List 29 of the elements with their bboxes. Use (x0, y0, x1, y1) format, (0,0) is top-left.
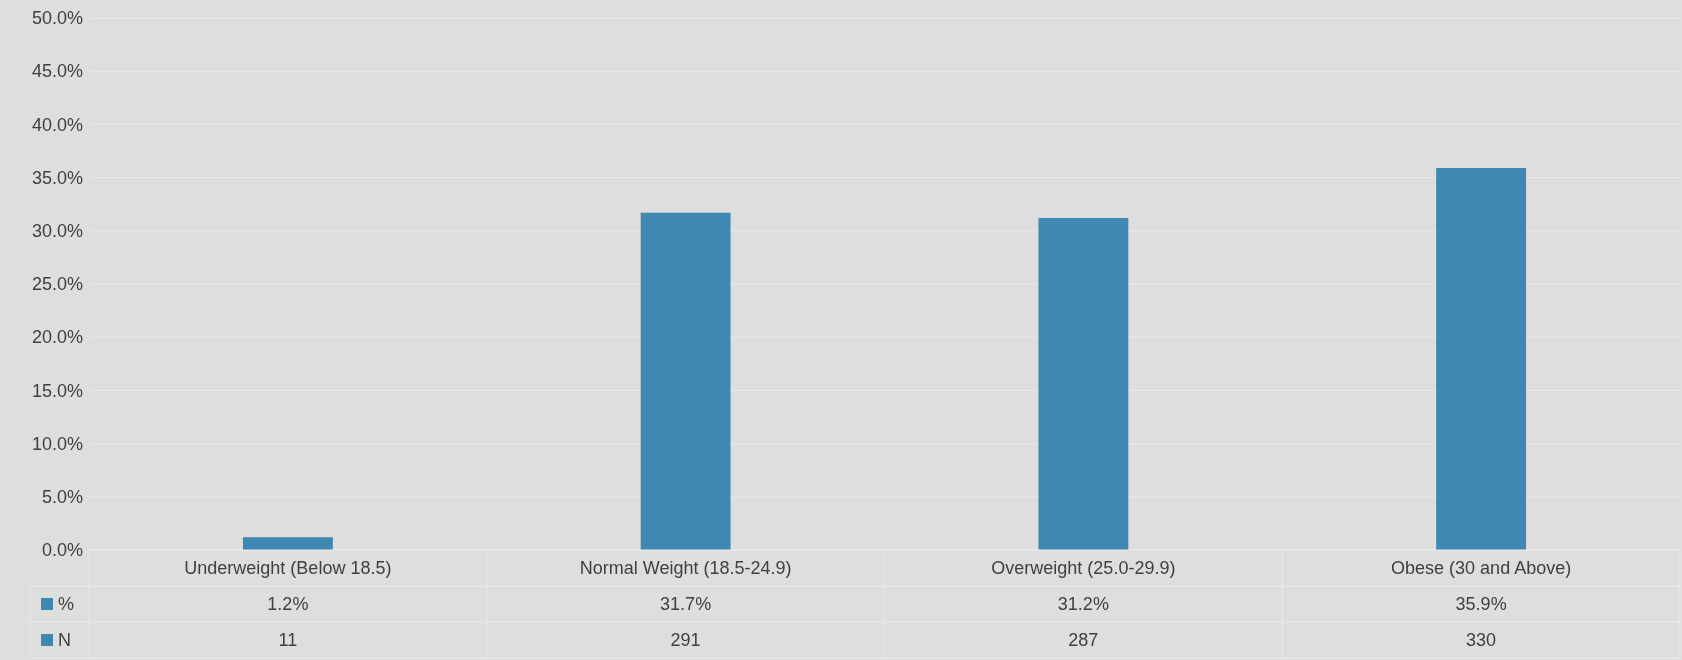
bar (242, 537, 333, 550)
y-tick-label: 0.0% (41, 540, 83, 561)
text: 11 (278, 630, 298, 650)
text: 287 (1068, 630, 1099, 650)
y-tick-label: 5.0% (41, 487, 83, 508)
y-tick-label: 25.0% (31, 274, 83, 295)
y-tick-label: 10.0% (31, 433, 83, 454)
y-tick-label: 35.0% (31, 167, 83, 188)
legend-label: N (58, 630, 71, 650)
x-tick-label: Obese (30 and Above) (1391, 558, 1572, 578)
y-tick-label: 50.0% (31, 8, 83, 29)
bar (1038, 218, 1129, 550)
data-label: 31.2% (1057, 594, 1109, 614)
x-tick-label: Overweight (25.0-29.9) (991, 558, 1176, 578)
y-tick-label: 20.0% (31, 327, 83, 348)
x-tick-label: Underweight (Below 18.5) (184, 558, 392, 578)
y-tick-label: 40.0% (31, 114, 83, 135)
y-tick-label: 15.0% (31, 380, 83, 401)
data-label: 1.2% (267, 594, 309, 614)
x-tick-label: Normal Weight (18.5-24.9) (579, 558, 792, 578)
data-label: 35.9% (1455, 594, 1507, 614)
text: 330 (1466, 630, 1497, 650)
y-tick-label: 30.0% (31, 221, 83, 242)
bar (1436, 168, 1527, 550)
text: 291 (670, 630, 701, 650)
legend-label: % (58, 594, 75, 614)
data-label: 31.7% (660, 594, 712, 614)
bar (640, 212, 731, 550)
y-tick-label: 45.0% (31, 61, 83, 82)
